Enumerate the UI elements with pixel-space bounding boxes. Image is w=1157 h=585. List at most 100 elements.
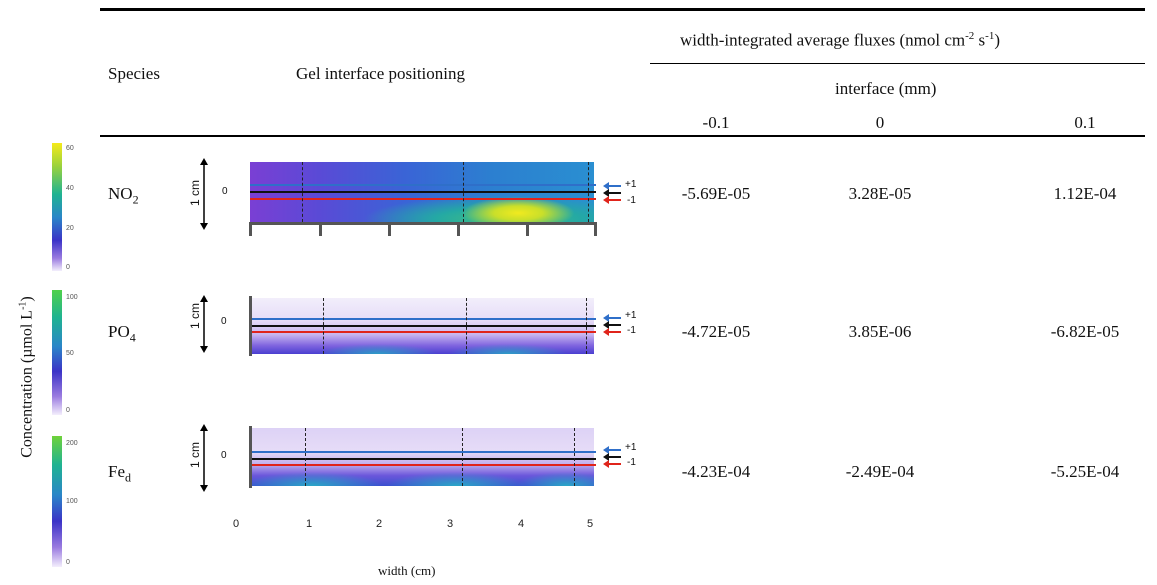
plus-label-no2: +1 [625, 179, 637, 190]
interface-line-plus-po4 [250, 318, 596, 320]
minus-label-no2: -1 [627, 195, 636, 206]
species-no2-sub: 2 [132, 192, 139, 207]
scale-label-no2: 1 cm [188, 179, 203, 207]
flux-header-exp1: -2 [965, 30, 975, 42]
interface-line-zero-po4 [250, 325, 596, 327]
concentration-axis-label: Concentration (µmol L-1) [17, 296, 36, 458]
zero-label-no2: 0 [222, 186, 228, 197]
interface-line-minus-fed [250, 464, 596, 466]
species-no2-base: NO [108, 184, 133, 203]
width-tick-5: 5 [587, 518, 594, 530]
species-po4-base: PO [108, 322, 130, 341]
axis-po4 [249, 296, 252, 356]
colorbar-no2-tick-0: 60 [66, 145, 74, 152]
col-header-pos: 0.1 [1074, 113, 1096, 132]
interface-arrows-po4 [603, 314, 621, 336]
colorbar-fed-tick-2: 0 [66, 559, 70, 566]
colorbar-no2: 60 40 20 0 [52, 143, 74, 271]
interface-line-minus-no2 [250, 198, 596, 200]
flux-no2-pos: 1.12E-04 [1053, 184, 1117, 203]
colorbar-po4-tick-0: 100 [66, 294, 78, 301]
dash-po4-2 [466, 298, 467, 354]
interface-line-zero-fed [250, 458, 596, 460]
colorbar-po4-tick-2: 0 [66, 407, 70, 414]
concentration-axis-label-end: ) [18, 296, 36, 302]
width-tick-2: 2 [376, 518, 383, 530]
colorbar-no2-tick-1: 40 [66, 185, 74, 192]
axis-no2 [249, 222, 597, 236]
zero-label-po4: 0 [221, 316, 227, 327]
interface-arrows-no2 [603, 182, 621, 204]
colorbar-no2-tick-2: 20 [66, 225, 74, 232]
scale-bar-fed: 1 cm 0 [188, 424, 228, 492]
arrows-no2: +1 -1 [603, 179, 648, 208]
dash-fed-3 [574, 428, 575, 486]
width-tick-4: 4 [518, 518, 525, 530]
dash-fed-2 [462, 428, 463, 486]
gel-positioning-header: Gel interface positioning [296, 64, 466, 83]
flux-po4-pos: -6.82E-05 [1050, 322, 1120, 341]
flux-header: width-integrated average fluxes (nmol cm… [680, 30, 1000, 51]
flux-fed-neg: -4.23E-04 [681, 462, 751, 481]
species-po4-sub: 4 [129, 330, 136, 345]
species-po4: PO4 [108, 322, 136, 345]
plus-label-po4: +1 [625, 310, 637, 321]
flux-header-rule [650, 63, 1145, 64]
axis-fed [249, 426, 252, 488]
flux-header-end: ) [994, 30, 1001, 50]
flux-header-text: width-integrated average fluxes (nmol cm [680, 30, 966, 50]
colorbar-po4: 100 50 0 [52, 290, 78, 415]
species-fed: Fed [108, 462, 131, 485]
colorbar-fed: 200 100 0 [52, 436, 78, 567]
dash-po4-3 [586, 298, 587, 354]
colorbar-fed-tick-0: 200 [66, 440, 78, 447]
flux-po4-neg: -4.72E-05 [681, 322, 751, 341]
colorbar-po4-gradient [52, 290, 62, 415]
col-header-neg: -0.1 [702, 113, 730, 132]
flux-header-mid: s [974, 30, 986, 50]
colorbar-fed-tick-1: 100 [66, 498, 78, 505]
width-tick-0: 0 [233, 518, 240, 530]
minus-label-fed: -1 [627, 457, 636, 468]
width-tick-3: 3 [447, 518, 454, 530]
flux-fed-pos: -5.25E-04 [1050, 462, 1120, 481]
interface-line-zero-no2 [250, 191, 596, 193]
flux-po4-zero: 3.85E-06 [848, 322, 912, 341]
plus-label-fed: +1 [625, 442, 637, 453]
colorbar-no2-gradient [52, 143, 62, 271]
species-header: Species [108, 64, 160, 83]
scale-arrow-fed [200, 424, 208, 492]
flux-no2-neg: -5.69E-05 [681, 184, 751, 203]
zero-label-fed: 0 [221, 450, 227, 461]
colorbar-no2-tick-3: 0 [66, 264, 70, 271]
flux-no2-zero: 3.28E-05 [848, 184, 912, 203]
concentration-axis-label-text: Concentration (µmol L [18, 309, 36, 458]
colorbar-po4-tick-1: 50 [66, 350, 74, 357]
interface-line-minus-po4 [250, 331, 596, 333]
width-tick-1: 1 [306, 518, 313, 530]
species-fed-base: Fe [108, 462, 125, 481]
flux-fed-zero: -2.49E-04 [845, 462, 915, 481]
minus-label-po4: -1 [627, 325, 636, 336]
colorbar-fed-gradient [52, 436, 62, 567]
scale-label-po4: 1 cm [188, 302, 203, 330]
flux-header-exp2: -1 [985, 30, 995, 42]
dash-no2-3 [588, 162, 589, 222]
dash-po4-1 [323, 298, 324, 354]
interface-header: interface (mm) [835, 79, 937, 98]
scale-arrow-no2 [200, 158, 208, 230]
scale-bar-no2: 1 cm 0 [188, 158, 228, 230]
species-fed-sub: d [125, 470, 131, 485]
scale-arrow-po4 [200, 295, 208, 353]
scale-label-fed: 1 cm [188, 441, 203, 469]
dash-no2-1 [302, 162, 303, 222]
species-no2: NO2 [108, 184, 139, 207]
arrows-po4: +1 -1 [603, 310, 648, 339]
header-bottom-rule [100, 135, 1145, 137]
gel-image-fed [250, 428, 594, 486]
col-header-zero: 0 [875, 113, 885, 132]
interface-arrows-fed [603, 446, 621, 468]
arrows-fed: +1 -1 [603, 442, 648, 471]
concentration-axis-label-exp: -1 [17, 301, 29, 310]
width-axis-label: width (cm) [378, 563, 436, 578]
